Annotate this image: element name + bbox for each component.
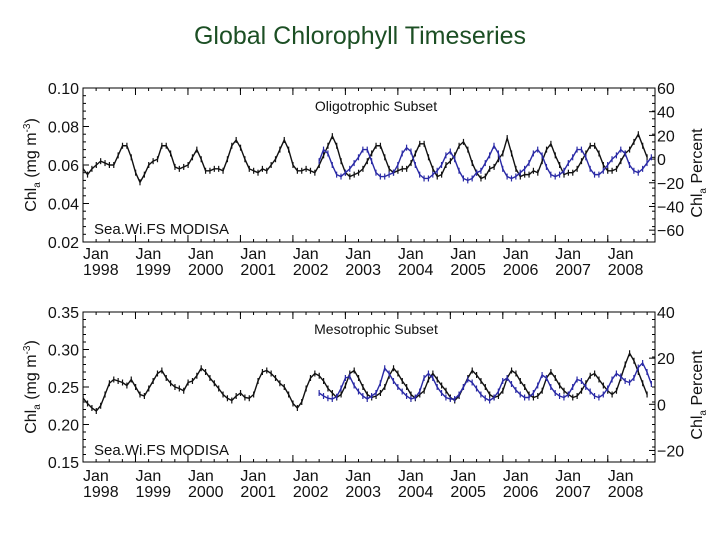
- y2-tick-label: −20: [657, 443, 684, 460]
- y-axis-label-main: Chl: [23, 188, 40, 212]
- x-tick-label-year: 1999: [135, 484, 171, 501]
- y-tick-label: 0.20: [48, 418, 79, 435]
- x-tick-label-month: Jan: [503, 468, 529, 485]
- x-tick-label-year: 1999: [135, 262, 171, 279]
- x-tick-label-year: 2005: [450, 262, 486, 279]
- x-tick-label-month: Jan: [135, 246, 161, 263]
- x-tick-label-month: Jan: [345, 246, 371, 263]
- x-tick-label-year: 2004: [398, 484, 434, 501]
- legend-label: Sea.Wi.FS MODISA: [94, 221, 229, 238]
- series-line-seawifs: [82, 351, 648, 412]
- x-tick-label-year: 2000: [188, 484, 224, 501]
- x-tick-label-month: Jan: [293, 246, 319, 263]
- x-tick-label-year: 2007: [555, 262, 591, 279]
- x-tick-label-year: 2002: [293, 484, 329, 501]
- x-tick-label-year: 2007: [555, 484, 591, 501]
- x-tick-label-month: Jan: [555, 468, 581, 485]
- y-axis-label-close: ): [23, 118, 40, 123]
- x-tick-label-month: Jan: [135, 468, 161, 485]
- y-tick-label: 0.08: [48, 120, 79, 137]
- x-tick-label-year: 2008: [608, 262, 644, 279]
- x-tick-label-month: Jan: [555, 246, 581, 263]
- y2-axis-label-main: Chl: [689, 194, 706, 218]
- y-tick-label: 0.10: [48, 81, 79, 98]
- y-axis-label-sub: a: [32, 404, 43, 410]
- x-tick-label-year: 2002: [293, 262, 329, 279]
- page-title: Global Chlorophyll Timeseries: [193, 22, 527, 50]
- x-tick-label-year: 2008: [608, 484, 644, 501]
- y-axis-label-sub: a: [32, 182, 43, 188]
- y-tick-label: 0.15: [48, 455, 79, 472]
- chart-panel-1: Oligotrophic Subset 0.10 0.08 0.06 0.04 0.02 6…: [22, 81, 709, 279]
- legend-label: Sea.Wi.FS MODISA: [94, 442, 229, 459]
- y2-tick-label: 0: [657, 152, 666, 169]
- y-axis-label: Chla (mg m-3): [22, 340, 43, 434]
- series-line-seawifs: [82, 132, 648, 184]
- x-tick-label-year: 2001: [240, 262, 276, 279]
- y2-axis-label: Chla Percent: [689, 128, 709, 218]
- y-tick-label: 0.25: [48, 380, 79, 397]
- y-axis-label-sup: -3: [22, 345, 33, 354]
- x-tick-label-year: 1998: [83, 262, 119, 279]
- x-tick-label-year: 2000: [188, 262, 224, 279]
- x-tick-label-month: Jan: [608, 468, 634, 485]
- y2-tick-label: −60: [657, 223, 684, 240]
- x-tick-label-month: Jan: [83, 246, 109, 263]
- y2-tick-label: 40: [657, 305, 675, 322]
- x-tick-label-month: Jan: [188, 468, 214, 485]
- y2-axis-label-main: Chl: [689, 416, 706, 440]
- x-tick-label-month: Jan: [608, 246, 634, 263]
- y-axis-label: Chla (mg m-3): [22, 118, 43, 212]
- y-axis-label-sup: -3: [22, 123, 33, 132]
- y2-axis-label-rest: Percent: [689, 128, 706, 188]
- x-tick-label-year: 2005: [450, 484, 486, 501]
- x-tick-label-month: Jan: [240, 246, 266, 263]
- y2-axis-label-sub: a: [698, 410, 709, 416]
- x-tick-label-year: 2001: [240, 484, 276, 501]
- chart-panel-2: Mesotrophic Subset 0.35 0.30 0.25 0.20 0.15 40…: [22, 305, 709, 501]
- y2-axis-label-sub: a: [698, 188, 709, 194]
- y-axis-label-close: ): [23, 340, 40, 345]
- x-tick-label-month: Jan: [450, 468, 476, 485]
- panel-title: Oligotrophic Subset: [315, 98, 437, 114]
- y-tick-label: 0.06: [48, 158, 79, 175]
- x-tick-label-month: Jan: [503, 246, 529, 263]
- x-tick-label-year: 2006: [503, 484, 539, 501]
- y2-tick-label: 0: [657, 397, 666, 414]
- y2-tick-label: −40: [657, 199, 684, 216]
- y-tick-label: 0.30: [48, 343, 79, 360]
- x-tick-label-month: Jan: [398, 468, 424, 485]
- x-tick-label-month: Jan: [398, 246, 424, 263]
- x-tick-label-month: Jan: [83, 468, 109, 485]
- y-axis-label-rest: (mg m: [23, 132, 40, 182]
- y-tick-label: 0.35: [48, 305, 79, 322]
- y-axis-label-main: Chl: [23, 410, 40, 434]
- y2-axis-label: Chla Percent: [689, 350, 709, 440]
- x-tick-label-year: 1998: [83, 484, 119, 501]
- x-tick-label-year: 2003: [345, 484, 381, 501]
- y2-tick-label: 20: [657, 128, 675, 145]
- y2-tick-label: −20: [657, 176, 684, 193]
- y-tick-label: 0.02: [48, 235, 79, 252]
- x-tick-label-year: 2004: [398, 262, 434, 279]
- y2-tick-label: 40: [657, 105, 675, 122]
- y2-tick-label: 60: [657, 81, 675, 98]
- y-tick-label: 0.04: [48, 197, 79, 214]
- y2-axis-label-rest: Percent: [689, 350, 706, 410]
- x-tick-label-month: Jan: [240, 468, 266, 485]
- y-axis-label-rest: (mg m: [23, 354, 40, 404]
- x-tick-label-year: 2003: [345, 262, 381, 279]
- x-tick-label-month: Jan: [345, 468, 371, 485]
- panel-title: Mesotrophic Subset: [314, 321, 438, 337]
- y2-tick-label: 20: [657, 351, 675, 368]
- x-tick-label-year: 2006: [503, 262, 539, 279]
- x-tick-label-month: Jan: [293, 468, 319, 485]
- x-tick-label-month: Jan: [188, 246, 214, 263]
- x-tick-label-month: Jan: [450, 246, 476, 263]
